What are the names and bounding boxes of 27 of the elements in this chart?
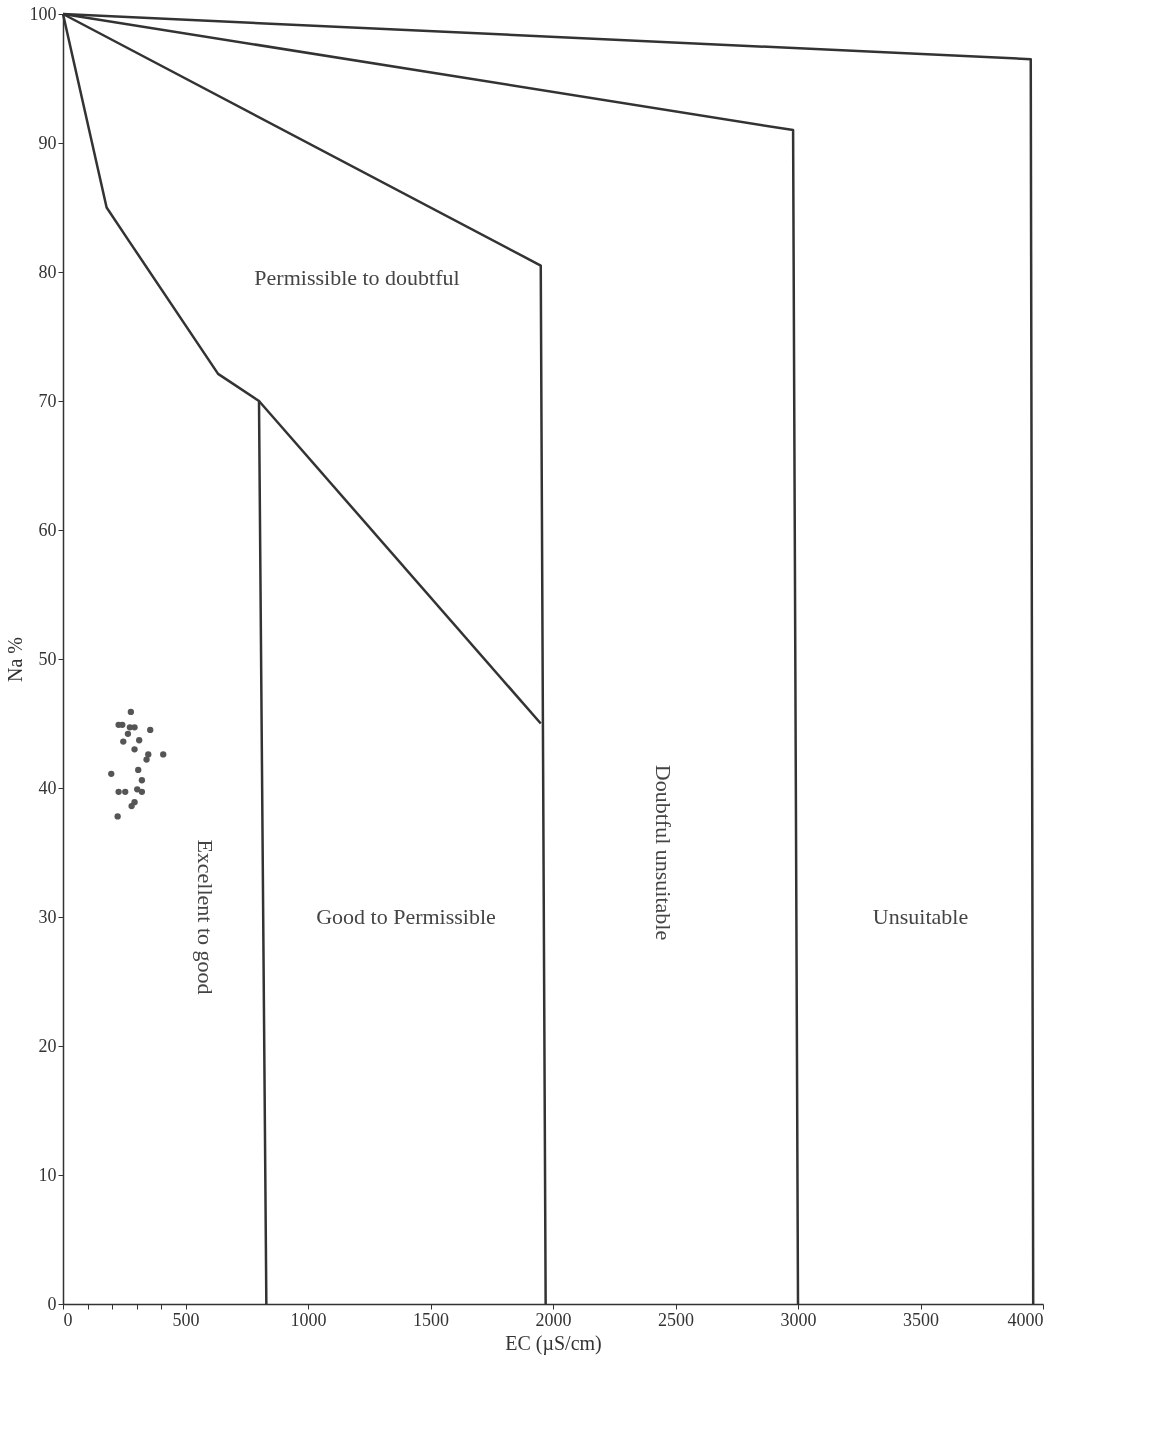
y-tick-label: 80 <box>38 261 57 282</box>
y-tick-label: 90 <box>38 132 57 153</box>
y-tick-label: 10 <box>38 1164 57 1185</box>
annotation: Good to Permissible <box>316 904 496 929</box>
x-tick-label: 2000 <box>535 1309 572 1330</box>
x-tick-label: 500 <box>172 1309 200 1330</box>
x-tick-label: 4000 <box>1007 1309 1044 1330</box>
x-tick-label: 2500 <box>658 1309 694 1330</box>
y-tick-label: 60 <box>38 519 57 540</box>
annotation: Permissible to doubtful <box>254 265 460 291</box>
x-tick-label: 3500 <box>903 1309 939 1330</box>
annotation: Doubtful unsuitable <box>651 764 677 941</box>
annotation: Unsuitable <box>872 904 969 929</box>
y-tick-label: 100 <box>29 3 57 24</box>
y-tick-label: 0 <box>47 1293 57 1314</box>
y-tick-label: 40 <box>38 777 57 798</box>
annotation: Excellent to good <box>193 839 219 995</box>
x-tick-label: 1000 <box>290 1309 327 1330</box>
y-tick-label: 50 <box>38 648 57 669</box>
x-axis-title: EC (µS/cm) <box>505 1331 602 1355</box>
x-tick-label: 3000 <box>780 1309 817 1330</box>
x-tick-label: 0 <box>63 1309 73 1330</box>
x-tick-label: 1500 <box>413 1309 449 1330</box>
y-tick-label: 20 <box>38 1035 57 1056</box>
y-tick-label: 70 <box>38 390 57 411</box>
y-axis-title: Na % <box>3 637 26 682</box>
y-tick-label: 30 <box>38 906 57 927</box>
